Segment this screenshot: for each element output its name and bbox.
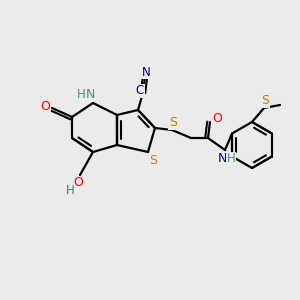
Text: S: S: [261, 94, 269, 106]
Text: O: O: [40, 100, 50, 113]
Text: N: N: [142, 65, 150, 79]
Text: O: O: [73, 176, 83, 190]
Text: N: N: [85, 88, 95, 100]
Text: S: S: [169, 116, 177, 128]
Text: N: N: [217, 152, 227, 166]
Text: H: H: [226, 152, 236, 166]
Text: O: O: [212, 112, 222, 125]
Text: H: H: [66, 184, 74, 197]
Text: S: S: [149, 154, 157, 166]
Text: C: C: [136, 85, 144, 98]
Text: H: H: [76, 88, 85, 100]
